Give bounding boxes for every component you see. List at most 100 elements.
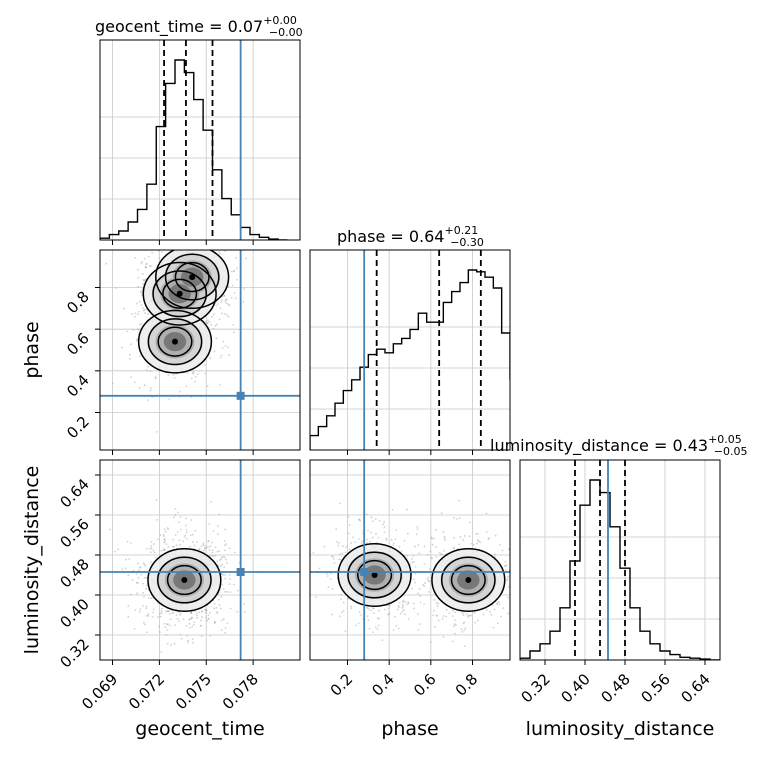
- scatter-point: [506, 577, 509, 580]
- scatter-point: [191, 372, 194, 375]
- scatter-point: [136, 268, 139, 271]
- scatter-point: [243, 288, 246, 290]
- scatter-point: [138, 300, 141, 303]
- scatter-point: [166, 642, 169, 645]
- scatter-point: [366, 542, 368, 545]
- scatter-point: [152, 611, 154, 614]
- scatter-point: [207, 617, 210, 620]
- scatter-point: [153, 551, 156, 554]
- scatter-point: [218, 604, 221, 607]
- scatter-point: [142, 309, 145, 312]
- scatter-point: [219, 356, 222, 359]
- scatter-point: [141, 272, 144, 275]
- scatter-point: [156, 245, 158, 247]
- scatter-point: [174, 507, 177, 510]
- scatter-point: [395, 529, 398, 532]
- scatter-point: [205, 546, 208, 549]
- scatter-point: [414, 565, 417, 568]
- scatter-point: [487, 538, 490, 540]
- scatter-point: [163, 622, 166, 625]
- scatter-point: [185, 531, 188, 534]
- scatter-point: [505, 569, 507, 571]
- scatter-point: [192, 372, 195, 375]
- scatter-point: [340, 611, 343, 614]
- scatter-point: [166, 610, 169, 613]
- scatter-point: [139, 355, 142, 358]
- scatter-point: [381, 639, 384, 642]
- scatter-point: [461, 612, 464, 614]
- scatter-point: [172, 373, 175, 376]
- scatter-point: [220, 565, 222, 567]
- scatter-point: [154, 556, 157, 559]
- scatter-point: [378, 519, 381, 522]
- density-peak: [371, 572, 378, 578]
- scatter-point: [382, 523, 384, 526]
- scatter-point: [227, 315, 230, 318]
- x-tick-label: 0.069: [78, 670, 121, 713]
- scatter-point: [223, 313, 226, 315]
- y-tick-label: 0.48: [56, 555, 92, 591]
- scatter-point: [145, 615, 148, 617]
- scatter-point: [203, 547, 206, 549]
- scatter-point: [218, 513, 221, 516]
- scatter-point: [323, 545, 326, 548]
- scatter-point: [213, 247, 215, 249]
- scatter-point: [142, 278, 145, 281]
- scatter-point: [149, 547, 151, 550]
- scatter-point: [136, 328, 139, 330]
- scatter-point: [358, 518, 361, 521]
- panel-background: [310, 250, 510, 450]
- scatter-point: [173, 545, 175, 548]
- scatter-point: [307, 565, 309, 567]
- scatter-point: [426, 578, 429, 581]
- panel-frame: [99, 249, 301, 451]
- scatter-point: [134, 256, 137, 259]
- scatter-point: [370, 516, 373, 519]
- x-tick-label: 0.4: [368, 670, 398, 700]
- scatter-point: [164, 549, 166, 551]
- scatter-point: [188, 622, 191, 625]
- scatter-point: [451, 615, 454, 617]
- scatter-point: [149, 370, 152, 373]
- scatter-point: [151, 251, 154, 254]
- scatter-point: [442, 635, 445, 638]
- scatter-point: [220, 354, 223, 357]
- scatter-point: [215, 337, 218, 340]
- scatter-point: [224, 344, 227, 347]
- scatter-point: [458, 499, 461, 502]
- scatter-point: [143, 563, 146, 566]
- scatter-point: [503, 565, 506, 568]
- scatter-point: [131, 579, 134, 581]
- scatter-point: [105, 262, 108, 265]
- scatter-point: [441, 553, 444, 556]
- scatter-point: [338, 558, 340, 561]
- scatter-point: [207, 540, 210, 542]
- scatter-point: [403, 539, 406, 542]
- scatter-point: [211, 541, 213, 544]
- scatter-point: [115, 287, 117, 289]
- scatter-point: [146, 369, 148, 372]
- scatter-point: [145, 584, 148, 587]
- scatter-point: [223, 556, 226, 559]
- scatter-point: [221, 299, 223, 302]
- xlabel-luminosity-distance: luminosity_distance: [526, 718, 715, 740]
- scatter-point: [327, 586, 330, 588]
- scatter-point: [161, 607, 163, 610]
- scatter-point: [157, 616, 160, 618]
- density-peak: [189, 274, 196, 281]
- scatter-point: [331, 613, 334, 616]
- truth-luminosity_distance-phase: [310, 460, 510, 660]
- scatter-point: [144, 265, 147, 268]
- scatter-point: [142, 591, 144, 594]
- scatter-point: [432, 537, 435, 540]
- scatter-point: [165, 247, 167, 249]
- scatter-point: [220, 607, 222, 610]
- scatter-point: [133, 628, 136, 630]
- scatter-point: [221, 347, 224, 349]
- scatter-point: [143, 384, 146, 387]
- scatter-point: [207, 618, 210, 621]
- scatter-point: [489, 610, 492, 613]
- scatter-point: [225, 298, 228, 301]
- scatter-point: [206, 322, 209, 324]
